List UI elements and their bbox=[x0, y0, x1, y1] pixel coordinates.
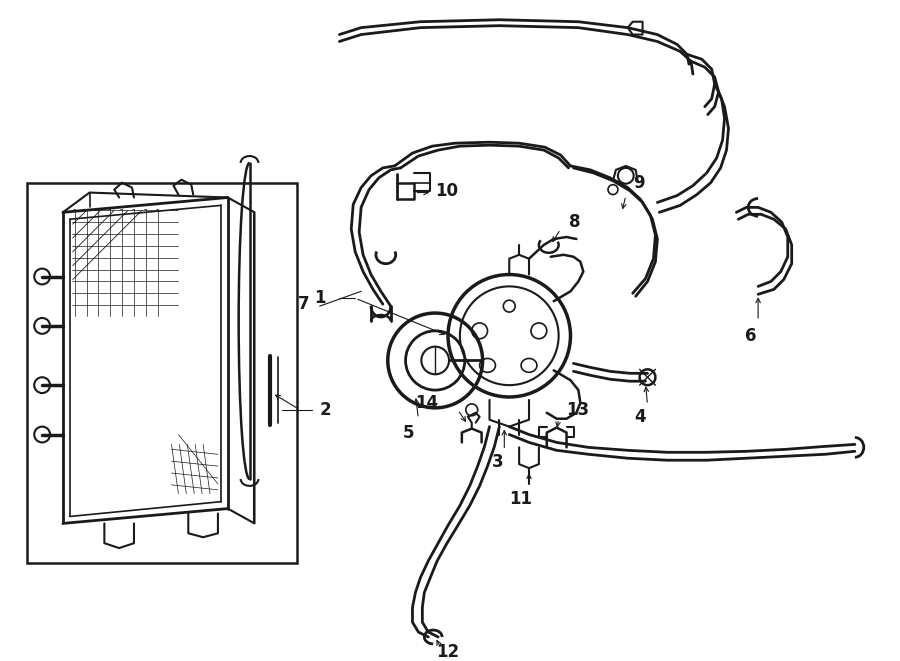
Text: 6: 6 bbox=[745, 327, 757, 345]
Text: 7: 7 bbox=[298, 295, 310, 313]
Text: 5: 5 bbox=[403, 424, 414, 442]
Text: 12: 12 bbox=[436, 642, 460, 661]
Text: 9: 9 bbox=[633, 174, 644, 192]
Text: 2: 2 bbox=[320, 401, 331, 419]
Text: 1: 1 bbox=[314, 290, 326, 307]
Text: 10: 10 bbox=[436, 182, 458, 200]
Text: 13: 13 bbox=[566, 401, 590, 419]
Text: 8: 8 bbox=[569, 214, 580, 231]
Text: 14: 14 bbox=[415, 394, 438, 412]
Bar bbox=[27, 182, 297, 563]
Text: 11: 11 bbox=[509, 490, 533, 508]
Text: 4: 4 bbox=[634, 408, 645, 426]
Text: 3: 3 bbox=[491, 453, 503, 471]
